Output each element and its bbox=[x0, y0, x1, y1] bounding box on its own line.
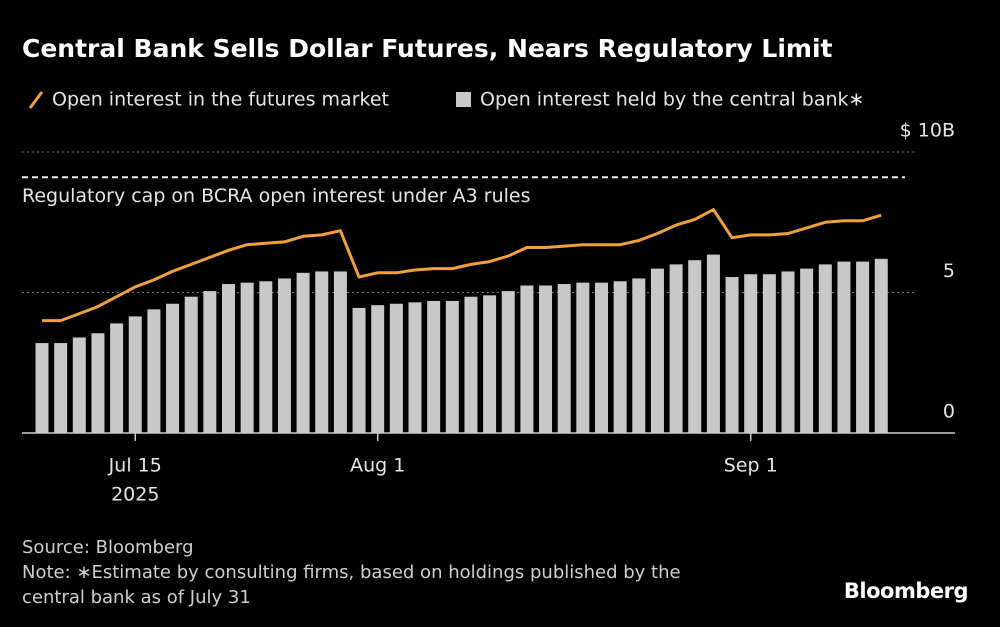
bar bbox=[576, 282, 590, 433]
bar bbox=[464, 296, 478, 433]
bar bbox=[650, 268, 664, 433]
bar bbox=[110, 323, 124, 433]
brand-logo: Bloomberg bbox=[844, 579, 968, 603]
note: Note: ∗Estimate by consulting firms, bas… bbox=[22, 562, 681, 583]
x-tick-sublabel: 2025 bbox=[111, 484, 159, 506]
line bbox=[42, 208, 882, 323]
bar bbox=[874, 258, 888, 433]
y-tick-label: 0 bbox=[943, 401, 955, 423]
bar bbox=[352, 307, 366, 433]
bar bbox=[744, 274, 758, 433]
legend-swatch bbox=[456, 92, 471, 107]
bar bbox=[389, 303, 403, 433]
bar bbox=[688, 260, 702, 433]
bar bbox=[128, 316, 142, 433]
bar bbox=[445, 300, 459, 433]
bar bbox=[203, 291, 217, 433]
bar bbox=[222, 284, 235, 433]
bar bbox=[595, 282, 608, 433]
bar bbox=[483, 295, 497, 433]
bar bbox=[762, 274, 776, 433]
bar bbox=[669, 264, 683, 433]
bar bbox=[259, 281, 273, 433]
bar bbox=[371, 305, 385, 433]
bar bbox=[632, 278, 646, 433]
bar bbox=[184, 296, 198, 433]
x-tick-label: Aug 1 bbox=[350, 455, 405, 477]
bar bbox=[837, 261, 851, 433]
x-tick-label: Jul 15 bbox=[108, 455, 162, 477]
legend-label: Open interest in the futures market bbox=[52, 89, 389, 111]
bar bbox=[539, 285, 553, 433]
bar bbox=[408, 302, 422, 433]
source: Source: Bloomberg bbox=[22, 537, 194, 558]
cap-label: Regulatory cap on BCRA open interest und… bbox=[22, 185, 530, 207]
bar bbox=[54, 343, 68, 433]
bar bbox=[91, 333, 105, 433]
bar bbox=[800, 268, 814, 433]
legend-label: Open interest held by the central bank∗ bbox=[480, 89, 864, 111]
bar bbox=[613, 281, 627, 433]
chart-title: Central Bank Sells Dollar Futures, Nears… bbox=[22, 34, 833, 63]
bar bbox=[501, 291, 515, 433]
bar bbox=[35, 343, 49, 433]
bar bbox=[427, 300, 441, 433]
bar bbox=[781, 271, 795, 433]
bar bbox=[557, 284, 571, 433]
bar bbox=[818, 264, 832, 433]
bar bbox=[240, 282, 254, 433]
bar bbox=[520, 285, 534, 433]
bar bbox=[277, 278, 291, 433]
y-tick-label: $ 10B bbox=[900, 120, 955, 142]
bar bbox=[725, 277, 739, 433]
legend-swatch bbox=[28, 91, 44, 109]
bar bbox=[147, 309, 161, 433]
bar bbox=[333, 271, 347, 433]
bar bbox=[706, 254, 720, 433]
bar bbox=[72, 337, 86, 433]
bar bbox=[166, 303, 180, 433]
bar bbox=[296, 272, 310, 433]
note: central bank as of July 31 bbox=[22, 587, 251, 608]
y-tick-label: 5 bbox=[943, 260, 955, 282]
bar bbox=[315, 271, 329, 433]
x-tick-label: Sep 1 bbox=[724, 455, 778, 477]
bar bbox=[856, 261, 870, 433]
